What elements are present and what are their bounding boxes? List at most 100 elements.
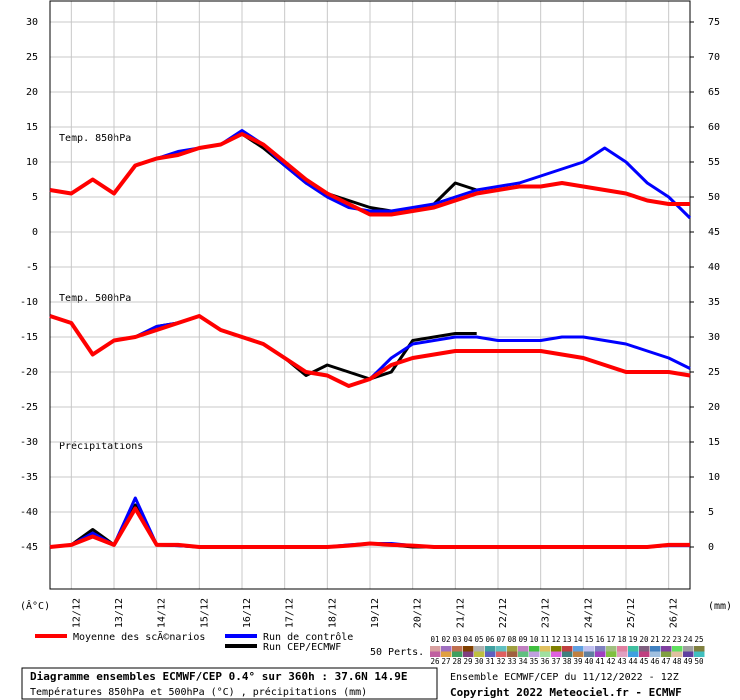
x-tick-label: 15/12: [199, 598, 210, 628]
y-tick-label: -45: [20, 542, 38, 553]
x-tick-label: 26/12: [669, 598, 680, 628]
perturbation-label: 31: [485, 657, 494, 666]
perturbation-label: 38: [562, 657, 572, 666]
y2-tick-label: 35: [708, 297, 720, 308]
perturbation-label: 20: [639, 635, 649, 644]
perturbation-label: 33: [507, 657, 516, 666]
perturbation-swatch: [463, 646, 474, 652]
perturbation-swatch: [672, 646, 683, 652]
x-tick-label: 17/12: [285, 598, 296, 628]
perturbation-label: 30: [474, 657, 484, 666]
perturbation-label: 32: [496, 657, 505, 666]
perturbation-swatch: [595, 651, 606, 657]
x-tick-label: 12/12: [71, 598, 82, 628]
perturbation-label: 34: [518, 657, 528, 666]
perturbation-label: 01: [430, 635, 439, 644]
perturbation-swatch: [496, 651, 507, 657]
perturbation-swatch: [441, 651, 452, 657]
x-tick-label: 14/12: [157, 598, 168, 628]
y2-tick-label: 60: [708, 122, 720, 133]
legend-label: Run de contrôle: [263, 631, 353, 643]
x-tick-label: 22/12: [498, 598, 509, 628]
y2-tick-label: 30: [708, 332, 720, 343]
perturbation-label: 11: [540, 635, 549, 644]
perturbation-label: 37: [551, 657, 560, 666]
perturbation-label: 04: [463, 635, 473, 644]
perturbation-label: 49: [683, 657, 692, 666]
legend-label: Moyenne des scÃ©narios: [73, 630, 205, 643]
series-line: [49, 132, 690, 217]
perturbation-label: 16: [595, 635, 605, 644]
perturbation-swatch: [496, 646, 507, 652]
perturbation-swatch: [507, 646, 518, 652]
perturbation-swatch: [485, 651, 496, 657]
y-tick-label: 25: [26, 52, 38, 63]
perturbation-swatch: [650, 646, 661, 652]
perturbation-swatch: [518, 651, 529, 657]
perturbation-swatch: [529, 646, 540, 652]
y2-tick-label: 65: [708, 87, 720, 98]
y-tick-label: -30: [20, 437, 38, 448]
perturbation-label: 43: [617, 657, 626, 666]
y-tick-label: -15: [20, 332, 38, 343]
perturbation-swatch: [672, 651, 683, 657]
y2-tick-label: 45: [708, 227, 720, 238]
y-unit-label: (Â°C): [20, 599, 50, 612]
perturbation-label: 09: [518, 635, 527, 644]
perturbation-label: 47: [661, 657, 670, 666]
y-tick-label: -20: [20, 367, 38, 378]
perturbation-label: 17: [606, 635, 615, 644]
perturbation-swatch: [606, 651, 617, 657]
perturbation-swatch: [639, 646, 650, 652]
perturbation-label: 41: [595, 657, 604, 666]
perturbation-swatch: [694, 651, 705, 657]
y2-tick-label: 75: [708, 17, 720, 28]
perturbation-label: 19: [628, 635, 637, 644]
plot-frame: [49, 0, 691, 590]
y-tick-label: 0: [32, 227, 38, 238]
x-tick-label: 13/12: [114, 598, 125, 628]
perturbation-swatch: [584, 651, 595, 657]
panel-label: Temp. 500hPa: [59, 293, 131, 304]
perturbation-swatch: [551, 651, 562, 657]
perturbation-swatch: [683, 651, 694, 657]
perturbation-label: 36: [540, 657, 550, 666]
y2-tick-label: 20: [708, 402, 720, 413]
perturbation-label: 28: [452, 657, 462, 666]
perturbation-swatch: [452, 646, 463, 652]
footer-box: [21, 667, 438, 700]
x-tick-label: 24/12: [583, 598, 594, 628]
perturbation-swatch: [529, 651, 540, 657]
perturbation-label: 40: [584, 657, 594, 666]
perturbation-swatch: [661, 651, 672, 657]
perturbation-swatch: [485, 646, 496, 652]
y2-tick-label: 70: [708, 52, 720, 63]
y-tick-label: -10: [20, 297, 38, 308]
panel-label: Temp. 850hPa: [59, 133, 131, 144]
y-tick-label: -5: [26, 262, 38, 273]
perturbation-label: 48: [672, 657, 682, 666]
perturbation-label: 42: [606, 657, 615, 666]
perturbation-swatch: [573, 646, 584, 652]
perturbation-label: 26: [430, 657, 440, 666]
panel-label: Précipitations: [59, 440, 143, 452]
perturbation-swatch: [540, 651, 551, 657]
y-tick-label: -35: [20, 472, 38, 483]
perturbation-label: 06: [485, 635, 495, 644]
y2-tick-label: 40: [708, 262, 720, 273]
perturbation-swatch: [441, 646, 452, 652]
x-tick-label: 23/12: [541, 598, 552, 628]
perturbation-label: 14: [573, 635, 583, 644]
perturbation-swatch: [518, 646, 529, 652]
y2-tick-label: 50: [708, 192, 720, 203]
y2-tick-label: 5: [708, 507, 714, 518]
perturbation-swatch: [430, 651, 441, 657]
perturbation-label: 02: [441, 635, 450, 644]
y-tick-label: 5: [32, 192, 38, 203]
perturbation-label: 15: [584, 635, 593, 644]
perturbation-label: 50: [694, 657, 704, 666]
y-tick-label: 15: [26, 122, 38, 133]
y2-tick-label: 10: [708, 472, 720, 483]
perturbation-swatch: [584, 646, 595, 652]
perturbation-label: 46: [650, 657, 660, 666]
